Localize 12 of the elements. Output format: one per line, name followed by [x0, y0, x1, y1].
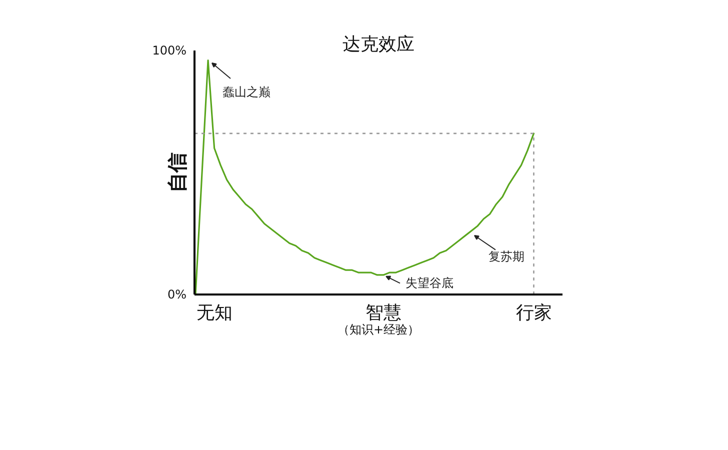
y-tick-label: 0% — [167, 288, 187, 302]
annotation: 蠢山之巅 — [222, 85, 270, 99]
annotation: 失望谷底 — [406, 276, 454, 290]
x-tick-label: 智慧 — [365, 302, 402, 324]
x-tick-label: 行家 — [516, 302, 552, 324]
y-axis-title: 自信 — [165, 152, 190, 192]
x-tick-label: 无知 — [196, 302, 232, 324]
chart-title: 达克效应 — [342, 34, 414, 55]
annotation: 复苏期 — [488, 250, 524, 264]
line-series — [194, 59, 535, 294]
y-tick-label: 100% — [152, 44, 187, 58]
x-axis-title: （知识+经验） — [337, 322, 420, 336]
